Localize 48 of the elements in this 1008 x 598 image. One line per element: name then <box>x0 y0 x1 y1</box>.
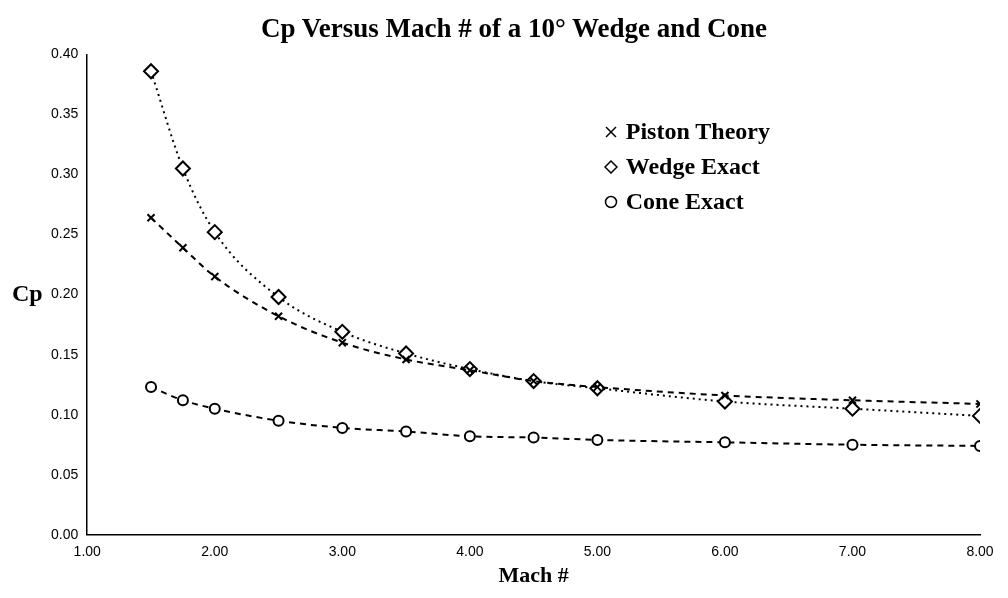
point <box>527 431 540 444</box>
y-tick-label: 0.05 <box>51 465 79 482</box>
legend-label: Cone Exact <box>625 188 744 215</box>
y-tick-label: 0.15 <box>51 345 79 362</box>
point <box>210 272 220 282</box>
point <box>174 160 191 177</box>
y-tick-label: 0.10 <box>51 405 79 422</box>
chart-title: Cp Versus Mach # of a 10° Wedge and Cone <box>260 13 768 44</box>
point <box>718 436 731 449</box>
point <box>334 323 351 340</box>
x-tick-label: 7.00 <box>838 543 867 560</box>
point <box>143 63 160 80</box>
point <box>847 395 857 405</box>
x-axis-title: Mach # <box>498 562 569 588</box>
point <box>844 400 861 417</box>
y-tick-label: 0.35 <box>51 105 79 122</box>
legend-label: Piston Theory <box>625 118 770 145</box>
y-tick-label: 0.30 <box>51 165 79 182</box>
point <box>208 402 221 415</box>
point <box>846 438 859 451</box>
legend-label: Wedge Exact <box>625 153 760 180</box>
y-tick-label: 0.20 <box>51 285 79 302</box>
point <box>337 338 347 348</box>
x-tick-label: 5.00 <box>583 543 612 560</box>
point <box>336 421 349 434</box>
y-tick-label: 0.00 <box>51 525 79 542</box>
point <box>270 289 287 305</box>
x-tick-label: 3.00 <box>328 543 357 560</box>
x-tick-label: 1.00 <box>73 543 102 560</box>
point <box>178 243 188 253</box>
x-tick-label: 4.00 <box>456 543 484 560</box>
point <box>400 425 413 438</box>
point <box>591 433 604 446</box>
point <box>146 213 156 223</box>
y-tick-label: 0.25 <box>51 225 79 242</box>
point <box>720 390 730 401</box>
point <box>401 354 411 364</box>
x-tick-label: 2.00 <box>201 543 229 560</box>
x-tick-label: 8.00 <box>966 543 994 560</box>
point <box>274 311 284 321</box>
y-axis-title: Cp <box>12 279 43 306</box>
point <box>272 414 285 427</box>
point <box>206 224 223 241</box>
point <box>145 381 158 394</box>
point <box>463 430 476 443</box>
point <box>176 394 189 407</box>
y-tick-label: 0.40 <box>51 45 79 62</box>
x-tick-label: 6.00 <box>711 543 739 560</box>
